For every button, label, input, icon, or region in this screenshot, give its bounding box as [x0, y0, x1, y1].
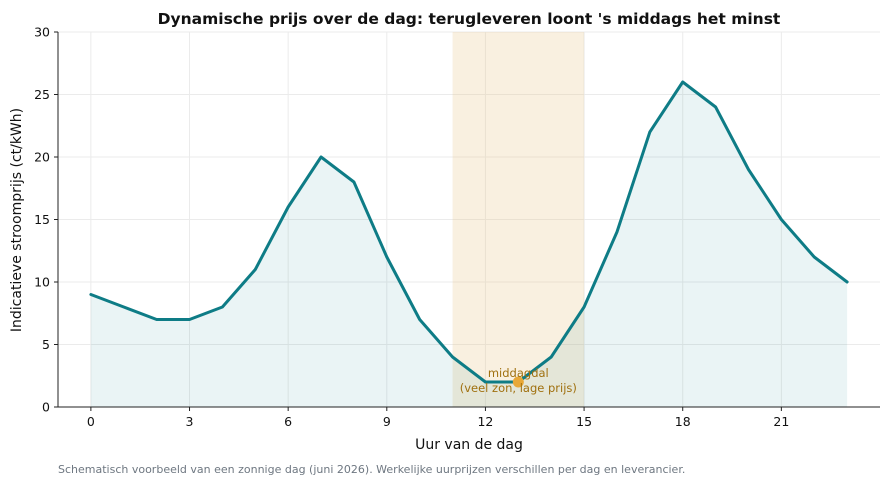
x-tick-label: 21	[773, 414, 789, 429]
x-axis-ticks: 0 3 6 9 12 15 18 21	[87, 407, 789, 429]
price-area-fill	[90, 82, 848, 407]
y-tick-label: 30	[34, 25, 50, 40]
price-chart: Dynamische prijs over de dag: teruglever…	[9, 10, 880, 453]
x-axis-label: Uur van de dag	[415, 437, 523, 453]
x-tick-label: 18	[675, 414, 691, 429]
y-tick-label: 15	[34, 212, 50, 227]
x-tick-label: 6	[284, 414, 292, 429]
annotation-sublabel: (veel zon, lage prijs)	[460, 381, 577, 395]
price-line	[89, 80, 849, 384]
y-tick-label: 20	[34, 150, 50, 165]
y-tick-label: 25	[34, 87, 50, 102]
y-axis-label: Indicatieve stroomprijs (ct/kWh)	[9, 108, 25, 332]
x-tick-label: 0	[87, 414, 95, 429]
x-tick-label: 9	[383, 414, 391, 429]
y-tick-label: 5	[42, 337, 50, 352]
midday-dip-marker	[512, 376, 524, 388]
x-tick-label: 12	[477, 414, 493, 429]
chart-title: Dynamische prijs over de dag: teruglever…	[158, 10, 781, 28]
midday-highlight-band	[452, 32, 585, 407]
y-tick-label: 10	[34, 275, 50, 290]
x-tick-label: 15	[576, 414, 592, 429]
x-tick-label: 3	[186, 414, 194, 429]
footnote: Schematisch voorbeeld van een zonnige da…	[58, 463, 686, 476]
annotation-label: middagdal	[488, 366, 549, 380]
y-axis-ticks: 0 5 10 15 20 25 30	[34, 25, 58, 415]
y-tick-label: 0	[42, 400, 50, 415]
